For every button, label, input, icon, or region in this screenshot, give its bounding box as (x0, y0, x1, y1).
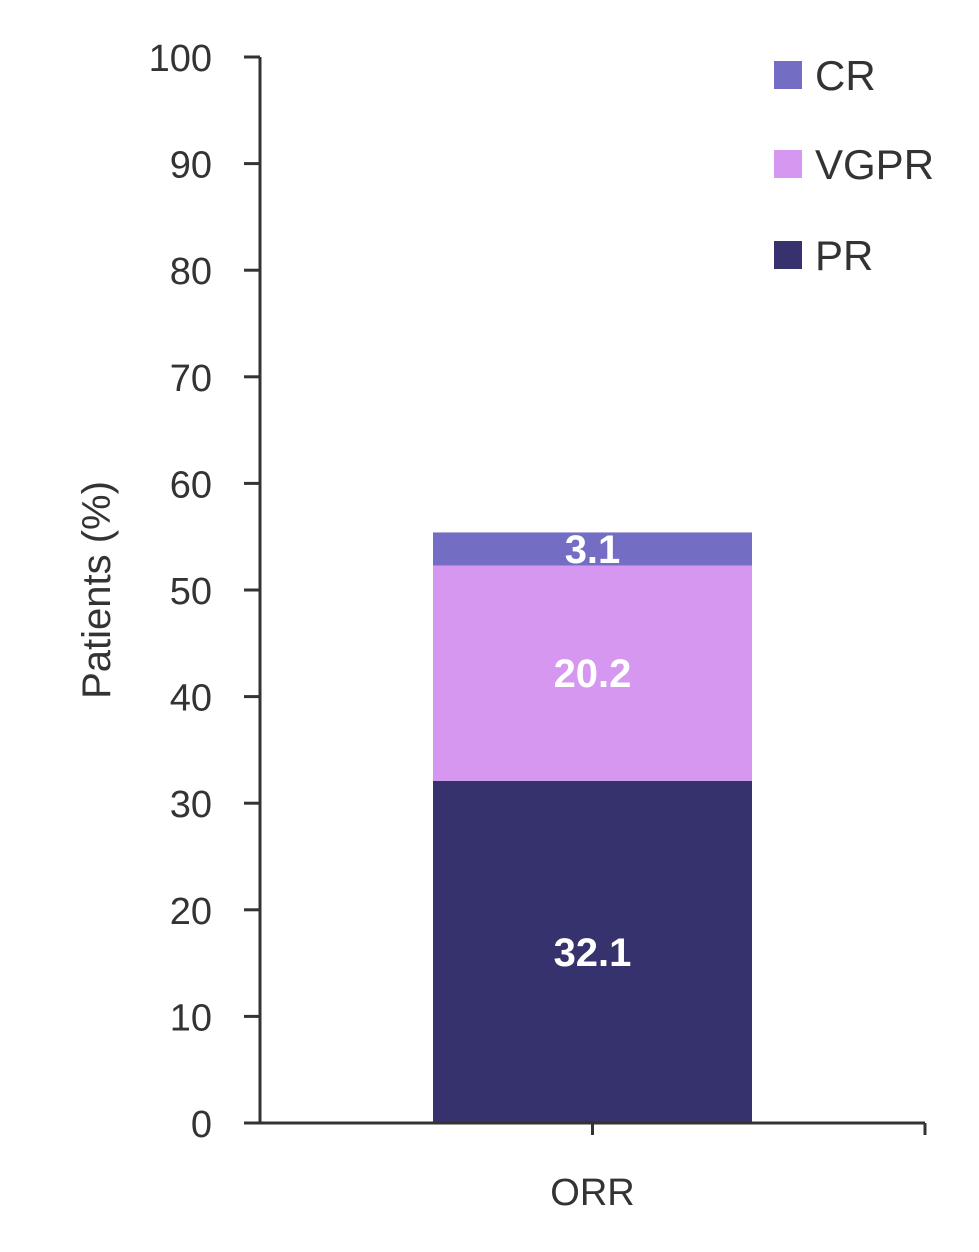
data-label-cr: 3.1 (565, 528, 621, 572)
legend-swatch-vgpr (774, 150, 802, 178)
y-tick-label-30: 30 (170, 784, 212, 826)
plot-area: 32.1 20.2 3.1 0 10 20 30 40 50 60 70 80 90 100 ORR (149, 38, 927, 1214)
legend: CR VGPR PR (774, 52, 934, 279)
legend-swatch-cr (774, 61, 802, 89)
y-tick-label-20: 20 (170, 891, 212, 933)
y-tick-label-100: 100 (149, 38, 212, 80)
legend-label-cr: CR (815, 52, 876, 99)
y-tick-label-70: 70 (170, 358, 212, 400)
legend-swatch-pr (774, 241, 802, 269)
legend-label-pr: PR (815, 232, 873, 279)
y-tick-label-50: 50 (170, 571, 212, 613)
bar-segment-vgpr (433, 565, 752, 781)
y-tick-label-40: 40 (170, 678, 212, 720)
y-tick-label-10: 10 (170, 997, 212, 1039)
y-tick-label-0: 0 (191, 1104, 212, 1146)
y-tick-label-60: 60 (170, 464, 212, 506)
y-axis-title: Patients (%) (75, 481, 119, 699)
bar-segment-cr (433, 532, 752, 566)
data-label-vgpr: 20.2 (554, 652, 632, 696)
y-tick-label-90: 90 (170, 145, 212, 187)
data-label-pr: 32.1 (554, 931, 632, 975)
x-tick-label-orr: ORR (550, 1172, 634, 1214)
bar-segment-pr (433, 780, 752, 1123)
legend-label-vgpr: VGPR (815, 141, 934, 188)
y-tick-label-80: 80 (170, 251, 212, 293)
